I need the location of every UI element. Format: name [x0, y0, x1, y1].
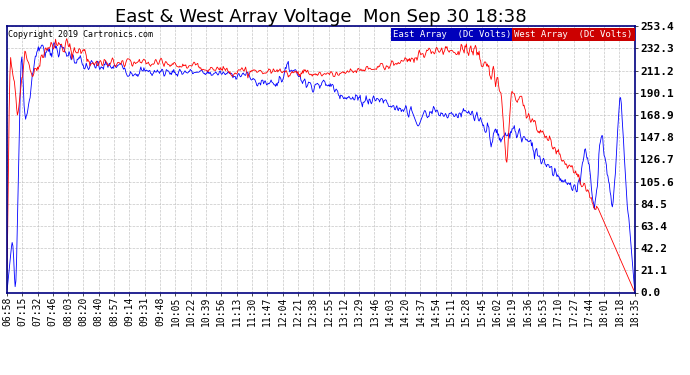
Text: West Array  (DC Volts): West Array (DC Volts)	[514, 30, 633, 39]
Title: East & West Array Voltage  Mon Sep 30 18:38: East & West Array Voltage Mon Sep 30 18:…	[115, 8, 526, 26]
Text: Copyright 2019 Cartronics.com: Copyright 2019 Cartronics.com	[8, 30, 152, 39]
Text: East Array  (DC Volts): East Array (DC Volts)	[393, 30, 511, 39]
